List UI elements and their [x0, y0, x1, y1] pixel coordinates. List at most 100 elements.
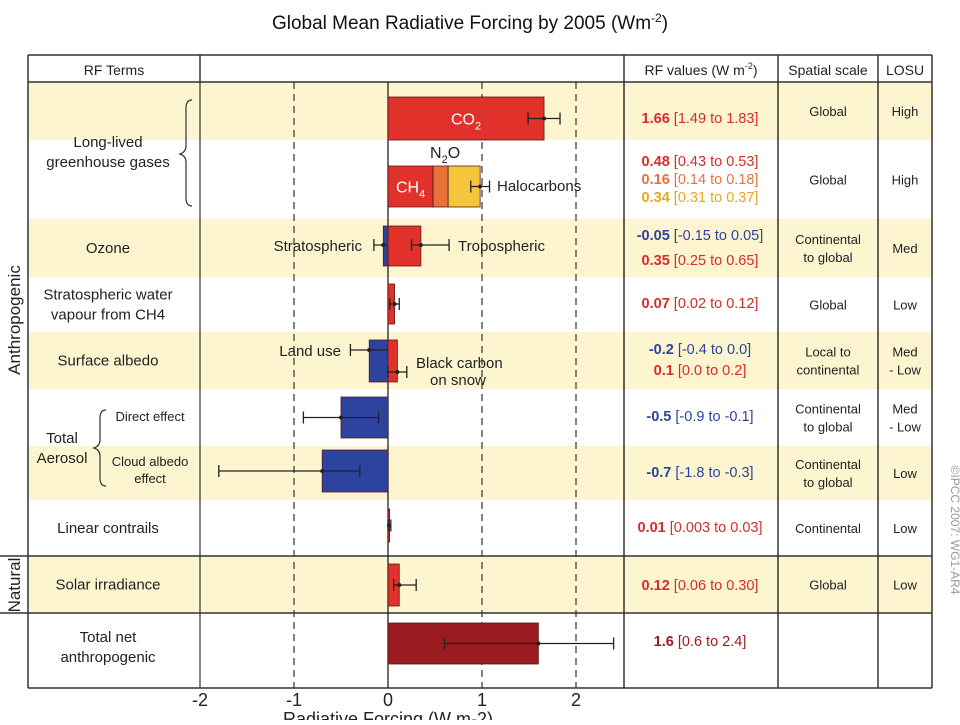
- bar-inside-label: CH4: [396, 180, 425, 201]
- row-term-label: Long-lived: [73, 134, 142, 151]
- spatial-scale-text: Global: [809, 104, 847, 119]
- spatial-scale-text: Continental: [795, 521, 861, 536]
- spatial-scale-text: Global: [809, 298, 847, 313]
- rf-value-text: 0.01 [0.003 to 0.03]: [638, 520, 763, 536]
- rf-value-text: 0.16 [0.14 to 0.18]: [642, 172, 759, 188]
- copyright-text: ©IPCC 2007: WG1-AR4: [948, 466, 960, 595]
- error-bar-center: [395, 370, 400, 374]
- losu-text: Low: [893, 521, 917, 536]
- bar-ch4: [387, 165, 434, 208]
- losu-text: - Low: [889, 363, 921, 378]
- bar-left-label-stratospheric: Stratospheric: [274, 238, 363, 255]
- spatial-scale-text: Local to: [805, 345, 851, 360]
- header-rf-values: RF values (W m-2): [644, 61, 757, 78]
- losu-text: - Low: [889, 420, 921, 435]
- bar-right-label-black-carbon: Black carbon: [416, 355, 503, 372]
- spatial-scale-text: Continental: [795, 232, 861, 247]
- losu-text: Med: [892, 345, 917, 360]
- rf-value-text: -0.5 [-0.9 to -0.1]: [646, 409, 753, 425]
- error-bar-center: [397, 583, 402, 587]
- row-band: [28, 556, 932, 613]
- row-band: [28, 219, 932, 277]
- row-band: [28, 332, 932, 389]
- row-term-label: Total net: [80, 629, 138, 646]
- x-tick-label: 2: [571, 690, 581, 710]
- group-label-anthropogenic: Anthropogenic: [5, 265, 24, 375]
- losu-text: Med: [892, 402, 917, 417]
- bar-n2o: [432, 165, 449, 208]
- error-bar-center: [478, 184, 483, 189]
- header-rf-terms: RF Terms: [84, 62, 144, 78]
- row-band: [28, 446, 932, 500]
- rf-value-text: -0.2 [-0.4 to 0.0]: [649, 342, 751, 358]
- rf-value-text: 1.6 [0.6 to 2.4]: [654, 634, 747, 650]
- spatial-scale-text: to global: [803, 475, 852, 490]
- error-bar-center: [392, 302, 397, 306]
- header-spatial-scale: Spatial scale: [788, 62, 868, 78]
- x-tick-label: 1: [477, 690, 487, 710]
- error-bar-center: [418, 243, 423, 247]
- rf-value-text: 0.35 [0.25 to 0.65]: [642, 253, 759, 269]
- rf-value-text: 0.12 [0.06 to 0.30]: [642, 578, 759, 594]
- rf-value-text: 1.66 [1.49 to 1.83]: [642, 111, 759, 127]
- error-bar-center: [542, 116, 547, 121]
- rf-value-text: 0.48 [0.43 to 0.53]: [642, 154, 759, 170]
- row-term-label: Ozone: [86, 240, 130, 257]
- x-tick-label: -1: [286, 690, 302, 710]
- aerosol-group-label: Total: [46, 430, 78, 447]
- losu-text: Low: [893, 466, 917, 481]
- error-bar-center: [367, 348, 372, 352]
- rf-value-text: -0.7 [-1.8 to -0.3]: [646, 465, 753, 481]
- row-term-label: vapour from CH4: [51, 307, 165, 324]
- bar-above-label: N2O: [430, 145, 460, 166]
- aerosol-direct-label: Direct effect: [115, 409, 185, 424]
- aerosol-cloud-label: Cloud albedo: [112, 454, 189, 469]
- rf-value-text: 0.34 [0.31 to 0.37]: [642, 190, 759, 206]
- aerosol-brace: [92, 409, 107, 487]
- bar-land-use: [368, 339, 389, 383]
- rf-value-text: -0.05 [-0.15 to 0.05]: [637, 228, 764, 244]
- bar-right-label-halocarbons: Halocarbons: [497, 178, 581, 195]
- losu-text: High: [892, 104, 919, 119]
- losu-text: Low: [893, 578, 917, 593]
- rf-value-text: 0.1 [0.0 to 0.2]: [654, 363, 747, 379]
- bar-black-carbon-on-snow: [387, 339, 398, 383]
- bar-right-label-black-carbon: on snow: [430, 372, 486, 389]
- x-tick-label: 0: [383, 690, 393, 710]
- spatial-scale-text: Global: [809, 173, 847, 188]
- x-tick-label: -2: [192, 690, 208, 710]
- bar-tropospheric-ozone: [387, 225, 422, 267]
- error-bar-center: [320, 469, 325, 473]
- losu-text: Low: [893, 298, 917, 313]
- aerosol-cloud-label: effect: [134, 471, 166, 486]
- spatial-scale-text: continental: [797, 363, 860, 378]
- spatial-scale-text: Continental: [795, 402, 861, 417]
- aerosol-group-label: Aerosol: [37, 450, 88, 467]
- error-bar-center: [536, 641, 541, 646]
- spatial-scale-text: to global: [803, 250, 852, 265]
- spatial-scale-text: to global: [803, 420, 852, 435]
- spatial-scale-text: Continental: [795, 457, 861, 472]
- chart-title: Global Mean Radiative Forcing by 2005 (W…: [272, 11, 668, 34]
- error-bar-center: [339, 415, 343, 420]
- row-term-label: Solar irradiance: [55, 577, 160, 594]
- row-term-label: greenhouse gases: [46, 154, 169, 171]
- bar-right-label-tropospheric: Tropospheric: [458, 238, 545, 255]
- losu-text: High: [892, 173, 919, 188]
- header-losu: LOSU: [886, 62, 924, 78]
- spatial-scale-text: Global: [809, 578, 847, 593]
- row-term-label: Surface albedo: [58, 353, 159, 370]
- error-bar-center: [381, 243, 386, 247]
- rf-value-text: 0.07 [0.02 to 0.12]: [642, 296, 759, 312]
- x-axis-label: Radiative Forcing (W m-2): [283, 709, 493, 720]
- losu-text: Med: [892, 241, 917, 256]
- long-lived-brace: [178, 99, 193, 207]
- row-term-label: Linear contrails: [57, 520, 159, 537]
- bar-inside-label: CO2: [451, 112, 481, 133]
- bar-left-label-land-use: Land use: [279, 343, 341, 360]
- group-label-natural: Natural: [5, 558, 24, 613]
- row-term-label: Stratospheric water: [43, 287, 172, 304]
- row-term-label: anthropogenic: [60, 649, 156, 666]
